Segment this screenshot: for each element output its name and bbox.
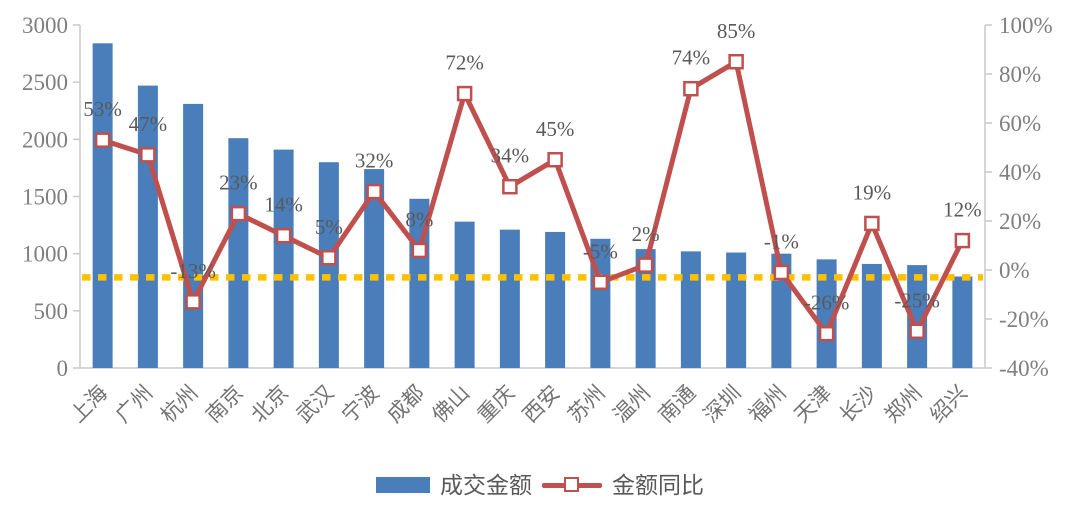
bar-南通 xyxy=(680,251,701,368)
bar-杭州 xyxy=(183,103,204,368)
right-axis-tick-label: -20% xyxy=(999,307,1049,332)
line-marker-杭州 xyxy=(185,294,201,310)
line-marker-西安 xyxy=(547,152,563,168)
line-marker-宁波 xyxy=(366,183,382,200)
x-tick-label-温州: 温州 xyxy=(608,381,655,428)
line-marker-福州 xyxy=(773,264,790,281)
x-tick-label-佛山: 佛山 xyxy=(427,381,474,428)
left-axis-tick-label: 3000 xyxy=(22,13,68,38)
right-axis-tick-label: 100% xyxy=(999,13,1053,38)
legend-line-marker-icon xyxy=(564,477,579,492)
x-tick-label-绍兴: 绍兴 xyxy=(925,381,972,428)
line-marker-成都 xyxy=(411,242,428,259)
x-tick-label-西安: 西安 xyxy=(518,381,565,428)
data-label-宁波: 32% xyxy=(355,149,394,173)
line-marker-温州 xyxy=(637,257,654,273)
data-label-佛山: 72% xyxy=(445,51,484,75)
right-axis-tick-label: -40% xyxy=(999,356,1049,381)
x-tick-label-上海: 上海 xyxy=(65,381,112,428)
bar-重庆 xyxy=(499,229,520,368)
x-tick-label-苏州: 苏州 xyxy=(563,381,610,428)
left-axis-tick-label: 500 xyxy=(34,299,69,324)
line-marker-武汉 xyxy=(321,250,337,266)
bar-西安 xyxy=(545,231,566,368)
legend-label-bar: 成交金额 xyxy=(440,472,532,498)
x-tick-label-成都: 成都 xyxy=(382,381,429,428)
data-label-上海: 53% xyxy=(83,97,122,121)
data-label-杭州: -13% xyxy=(170,259,216,283)
x-tick-label-南通: 南通 xyxy=(654,381,701,428)
data-label-绍兴: 12% xyxy=(943,198,982,222)
legend: 成交金额 金额同比 xyxy=(0,468,1080,502)
bar-深圳 xyxy=(726,252,747,368)
x-tick-label-长沙: 长沙 xyxy=(835,381,882,428)
data-label-南京: 23% xyxy=(219,171,258,195)
data-label-广州: 47% xyxy=(129,112,168,136)
line-marker-郑州 xyxy=(909,323,925,339)
legend-label-line: 金额同比 xyxy=(612,472,704,498)
line-marker-广州 xyxy=(140,147,156,163)
x-tick-label-广州: 广州 xyxy=(111,381,158,428)
right-axis-tick-label: 60% xyxy=(999,111,1041,136)
left-axis-tick-label: 1000 xyxy=(22,242,68,267)
data-label-苏州: -5% xyxy=(583,239,618,263)
data-label-南通: 74% xyxy=(672,46,711,70)
data-label-北京: 14% xyxy=(264,193,303,217)
line-marker-重庆 xyxy=(502,178,518,195)
data-label-福州: -1% xyxy=(764,229,799,253)
left-axis-tick-label: 1500 xyxy=(22,185,68,210)
bar-温州 xyxy=(635,249,656,368)
x-tick-label-武汉: 武汉 xyxy=(292,381,339,428)
bar-宁波 xyxy=(364,169,385,368)
x-tick-label-天津: 天津 xyxy=(789,381,836,428)
right-axis-tick-label: 0% xyxy=(999,258,1030,283)
left-axis-tick-label: 2000 xyxy=(22,127,68,152)
right-axis-tick-label: 40% xyxy=(999,160,1041,185)
bar-佛山 xyxy=(454,221,475,368)
line-marker-南京 xyxy=(230,205,247,222)
line-marker-绍兴 xyxy=(954,232,971,249)
line-marker-北京 xyxy=(275,227,292,244)
data-label-天津: -26% xyxy=(804,291,850,315)
data-label-武汉: 5% xyxy=(315,215,343,239)
x-tick-label-宁波: 宁波 xyxy=(337,381,384,428)
x-tick-label-杭州: 杭州 xyxy=(156,381,203,428)
line-marker-天津 xyxy=(818,325,835,342)
x-tick-label-郑州: 郑州 xyxy=(880,381,927,428)
data-label-成都: 8% xyxy=(405,207,433,231)
bar-郑州 xyxy=(907,265,928,368)
data-label-长沙: 19% xyxy=(853,180,892,204)
legend-item-line-series: 金额同比 xyxy=(542,474,704,497)
line-marker-上海 xyxy=(94,132,111,148)
x-tick-label-福州: 福州 xyxy=(744,381,791,428)
right-axis-tick-label: 80% xyxy=(999,62,1041,87)
line-marker-南通 xyxy=(683,80,699,97)
legend-swatch-bar xyxy=(376,477,430,493)
legend-item-bar-series: 成交金额 xyxy=(376,474,532,497)
line-marker-深圳 xyxy=(728,54,744,70)
bar-北京 xyxy=(273,149,294,368)
data-label-西安: 45% xyxy=(536,117,575,141)
bar-长沙 xyxy=(861,263,882,368)
combo-chart: 3000 2500 2000 1500 1000 500 0 100% 80% 60% 40% 20%… xyxy=(22,13,1053,428)
x-tick-label-南京: 南京 xyxy=(201,381,248,428)
left-axis-tick-label: 0 xyxy=(57,356,69,381)
legend-swatch-line xyxy=(542,476,602,494)
line-marker-长沙 xyxy=(864,215,880,232)
data-label-深圳: 85% xyxy=(717,19,756,43)
bar-南京 xyxy=(228,138,249,368)
data-label-郑州: -25% xyxy=(894,288,940,312)
left-axis-tick-label: 2500 xyxy=(22,70,68,95)
x-tick-label-深圳: 深圳 xyxy=(699,381,746,428)
data-label-重庆: 34% xyxy=(491,144,530,168)
bar-绍兴 xyxy=(952,276,973,368)
data-label-温州: 2% xyxy=(632,222,660,246)
line-marker-佛山 xyxy=(456,85,473,102)
x-tick-label-北京: 北京 xyxy=(246,381,293,428)
x-tick-label-重庆: 重庆 xyxy=(473,381,520,428)
line-marker-苏州 xyxy=(592,274,609,290)
right-axis-tick-label: 20% xyxy=(999,209,1041,234)
bar-上海 xyxy=(92,43,113,368)
